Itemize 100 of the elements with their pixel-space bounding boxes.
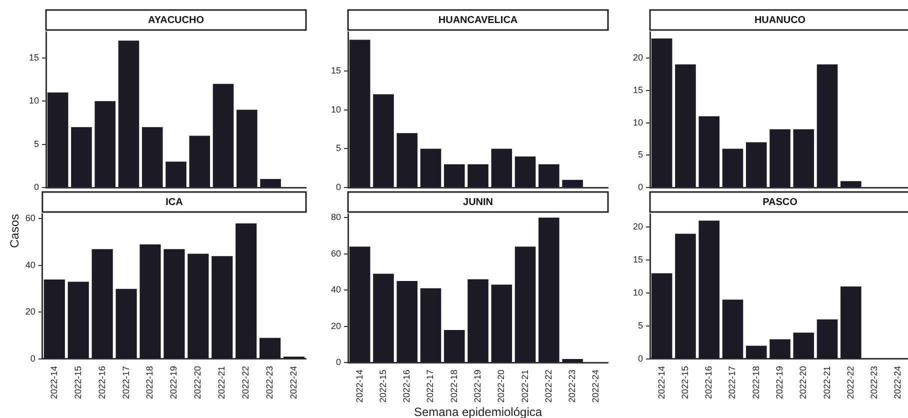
y-tick-label: 10 [330, 104, 342, 114]
x-tick-label: 2022-21 [822, 366, 832, 399]
bar [698, 116, 720, 188]
bar [118, 40, 140, 188]
bar [94, 101, 116, 188]
bar [562, 358, 583, 362]
y-tick-label: 10 [632, 288, 644, 298]
bar [236, 110, 258, 188]
bar [793, 332, 814, 358]
x-tick-label: 2022-18 [750, 366, 761, 399]
x-tick-label: 2022-14 [656, 366, 666, 399]
x-tick-label: 2022-20 [496, 370, 506, 403]
bar [698, 220, 720, 358]
bar [651, 273, 672, 358]
bar [468, 279, 488, 362]
bar [189, 136, 210, 188]
bar [746, 346, 767, 358]
y-tick-label: 0 [30, 353, 36, 364]
bar [722, 148, 744, 188]
bar [746, 142, 767, 188]
bar [92, 249, 113, 358]
x-tick-label: 2022-17 [425, 370, 436, 403]
bar [816, 64, 838, 188]
x-tick-label: 2022-19 [168, 366, 179, 399]
x-tick-label: 2022-23 [869, 366, 880, 399]
bar [260, 338, 281, 358]
x-tick-label: 2022-17 [727, 366, 738, 399]
y-tick-label: 10 [632, 117, 644, 128]
x-tick-label: 2022-14 [48, 366, 59, 399]
x-tick-label: 2022-14 [354, 370, 364, 403]
bar [675, 234, 696, 358]
bar [68, 282, 89, 358]
bar [142, 127, 163, 188]
bar [164, 249, 185, 358]
y-tick-label: 20 [632, 222, 644, 232]
bar [514, 156, 536, 188]
bar [116, 288, 137, 358]
x-tick-label: 2022-22 [845, 366, 856, 399]
x-tick-label: 2022-16 [402, 370, 412, 403]
y-tick-label: 5 [34, 138, 40, 149]
x-tick-label: 2022-18 [448, 370, 459, 403]
bar [373, 274, 394, 362]
y-tick-label: 60 [330, 248, 342, 258]
bar [396, 281, 418, 362]
bar [373, 94, 394, 188]
bar [236, 223, 257, 358]
x-tick-label: 2022-21 [216, 366, 227, 399]
bar [166, 162, 186, 188]
bar [47, 92, 68, 188]
bar [491, 284, 512, 362]
y-tick-label: 5 [638, 150, 644, 160]
y-tick-label: 0 [638, 182, 644, 192]
chart-title: PASCO [762, 196, 798, 208]
bar [140, 244, 161, 358]
y-tick-label: 60 [25, 213, 36, 224]
bar [349, 40, 370, 188]
bar [468, 164, 488, 188]
x-tick-label: 2022-17 [120, 366, 131, 399]
y-tick-label: 20 [25, 306, 36, 317]
bar [816, 319, 838, 358]
bar [514, 246, 536, 362]
y-tick-label: 0 [34, 182, 40, 192]
y-tick-label: 80 [330, 212, 342, 222]
bar [722, 300, 744, 358]
x-tick-label: 2022-22 [240, 366, 251, 399]
y-tick-label: 5 [638, 320, 644, 331]
y-tick-label: 15 [632, 84, 644, 95]
bar [71, 127, 92, 188]
bar [562, 180, 583, 188]
bar [651, 38, 672, 188]
y-tick-label: 0 [336, 182, 342, 192]
x-tick-label: 2022-20 [192, 366, 203, 399]
bar [212, 84, 234, 188]
bar [538, 218, 560, 362]
x-tick-label: 2022-21 [520, 370, 530, 403]
x-tick-label: 2022-24 [892, 366, 903, 399]
x-tick-label: 2022-23 [264, 366, 275, 399]
x-tick-label: 2022-20 [798, 366, 808, 399]
chart-title: HUANUCO [754, 14, 806, 26]
bar [420, 288, 442, 362]
chart-title: ICA [166, 196, 183, 208]
y-tick-label: 10 [28, 96, 40, 106]
chart-title: AYACUCHO [148, 14, 204, 26]
y-tick-label: 20 [632, 52, 644, 62]
y-axis-title: Casos [8, 214, 22, 248]
y-tick-label: 15 [28, 52, 40, 62]
bar [188, 254, 209, 358]
bar [212, 256, 233, 358]
y-tick-label: 40 [25, 260, 36, 270]
x-tick-label: 2022-15 [680, 366, 690, 399]
x-tick-label: 2022-24 [288, 366, 299, 399]
x-tick-label: 2022-16 [96, 366, 107, 399]
y-tick-label: 15 [330, 65, 342, 76]
y-tick-label: 40 [330, 284, 342, 295]
x-tick-label: 2022-18 [144, 366, 155, 399]
bar [491, 148, 512, 188]
y-tick-label: 15 [632, 254, 644, 265]
x-tick-label: 2022-19 [774, 366, 784, 399]
bar [793, 129, 814, 188]
bar [770, 339, 790, 358]
